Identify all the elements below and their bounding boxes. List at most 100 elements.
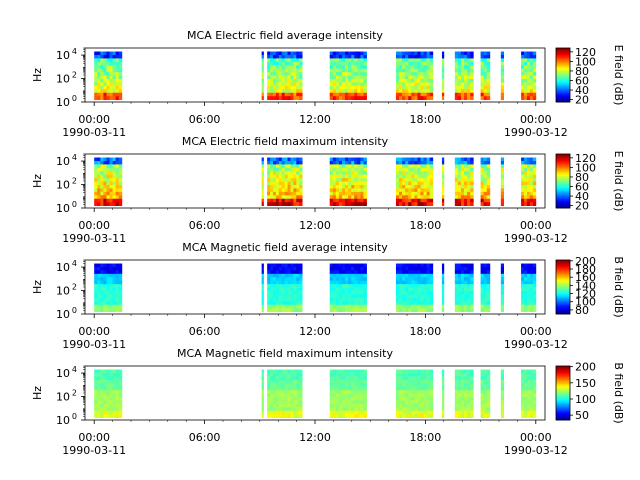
spectrogram-cell	[402, 410, 406, 415]
spectrogram-cell	[411, 75, 415, 80]
spectrogram-cell	[109, 58, 113, 63]
spectrogram-cell	[351, 379, 355, 384]
spectrogram-cell	[521, 79, 525, 83]
spectrogram-cell	[408, 414, 412, 418]
spectrogram-cell	[460, 75, 465, 80]
spectrogram-cell	[118, 65, 123, 70]
spectrogram-cell	[275, 160, 280, 165]
colorbar-step	[556, 293, 570, 296]
spectrogram-cell	[293, 65, 297, 70]
spectrogram-cell	[329, 68, 334, 73]
colorbar-step	[556, 60, 570, 62]
spectrogram-cell	[524, 202, 528, 206]
spectrogram-cell	[357, 174, 361, 179]
spectrogram-cell	[399, 284, 403, 288]
spectrogram-cell	[281, 390, 286, 394]
spectrogram-cell	[532, 407, 537, 412]
spectrogram-cell	[284, 96, 288, 100]
spectrogram-cell	[290, 301, 294, 306]
spectrogram-cell	[408, 82, 412, 87]
spectrogram-cell	[500, 393, 504, 398]
spectrogram-cell	[329, 390, 334, 394]
spectrogram-cell	[417, 291, 421, 295]
spectrogram-cell	[500, 92, 504, 97]
spectrogram-cell	[405, 82, 409, 87]
spectrogram-cell	[281, 287, 286, 292]
colorbar-step	[556, 168, 570, 171]
spectrogram-cell	[408, 72, 412, 76]
spectrogram-cell	[354, 410, 358, 415]
spectrogram-cell	[94, 92, 98, 97]
spectrogram-cell	[332, 85, 337, 90]
spectrogram-cell	[94, 79, 98, 83]
spectrogram-cell	[97, 403, 101, 408]
spectrogram-cell	[290, 185, 294, 189]
spectrogram-cell	[532, 301, 537, 306]
spectrogram-cell	[118, 202, 123, 206]
spectrogram-cell	[399, 195, 403, 200]
spectrogram-cell	[329, 75, 334, 80]
spectrogram-cell	[281, 284, 286, 288]
spectrogram-cell	[267, 174, 271, 179]
spectrogram-cell	[395, 304, 400, 309]
spectrogram-cell	[335, 273, 340, 278]
spectrogram-cell	[414, 376, 418, 381]
spectrogram-cell	[464, 304, 468, 309]
spectrogram-cell	[341, 277, 346, 282]
spectrogram-cell	[417, 171, 421, 176]
spectrogram-cell	[357, 280, 361, 285]
spectrogram-cell	[467, 376, 471, 381]
spectrogram-cell	[405, 280, 409, 285]
spectrogram-cell	[332, 372, 337, 377]
colorbar-step	[556, 393, 570, 395]
spectrogram-cell	[351, 89, 355, 94]
spectrogram-cell	[500, 403, 504, 408]
spectrogram-cell	[335, 400, 340, 405]
spectrogram-cell	[454, 372, 459, 377]
spectrogram-cell	[341, 167, 346, 172]
spectrogram-cell	[405, 157, 409, 162]
y-tick-label: 10	[56, 391, 70, 404]
colorbar-label: B field (dB)	[612, 256, 625, 317]
spectrogram-cell	[457, 263, 462, 268]
spectrogram-cell	[464, 397, 468, 401]
spectrogram-cell	[293, 397, 297, 401]
spectrogram-cell	[524, 369, 528, 374]
spectrogram-cell	[441, 376, 445, 381]
x-tick-label: 06:00	[189, 325, 221, 338]
spectrogram-cell	[357, 393, 361, 398]
spectrogram-cell	[345, 58, 349, 63]
spectrogram-cell	[457, 397, 462, 401]
spectrogram-cell	[441, 195, 445, 200]
spectrogram-cell	[460, 68, 465, 73]
spectrogram-cell	[486, 407, 491, 412]
spectrogram-cell	[112, 188, 117, 193]
spectrogram-cell	[399, 294, 403, 299]
spectrogram-cell	[526, 181, 531, 186]
spectrogram-cell	[335, 68, 340, 73]
spectrogram-cell	[483, 188, 488, 193]
spectrogram-cell	[414, 410, 418, 415]
spectrogram-cell	[399, 383, 403, 388]
colorbar-step	[556, 274, 570, 277]
spectrogram-cell	[467, 407, 471, 412]
spectrogram-cell	[275, 383, 280, 388]
spectrogram-cell	[341, 369, 346, 374]
spectrogram-cell	[348, 58, 352, 63]
spectrogram-cell	[526, 202, 531, 206]
spectrogram-cell	[354, 167, 358, 172]
spectrogram-cell	[464, 160, 468, 165]
spectrogram-cell	[357, 171, 361, 176]
spectrogram-cell	[399, 54, 403, 59]
spectrogram-cell	[109, 79, 113, 83]
spectrogram-cell	[524, 174, 528, 179]
spectrogram-cell	[470, 383, 474, 388]
spectrogram-cell	[414, 51, 418, 56]
x-tick-label: 00:00	[78, 113, 110, 126]
spectrogram-cell	[486, 400, 491, 405]
spectrogram-cell	[486, 301, 491, 306]
spectrogram-cell	[97, 410, 101, 415]
spectrogram-cell	[470, 266, 474, 271]
spectrogram-cell	[335, 263, 340, 268]
colorbar-step	[556, 156, 570, 159]
